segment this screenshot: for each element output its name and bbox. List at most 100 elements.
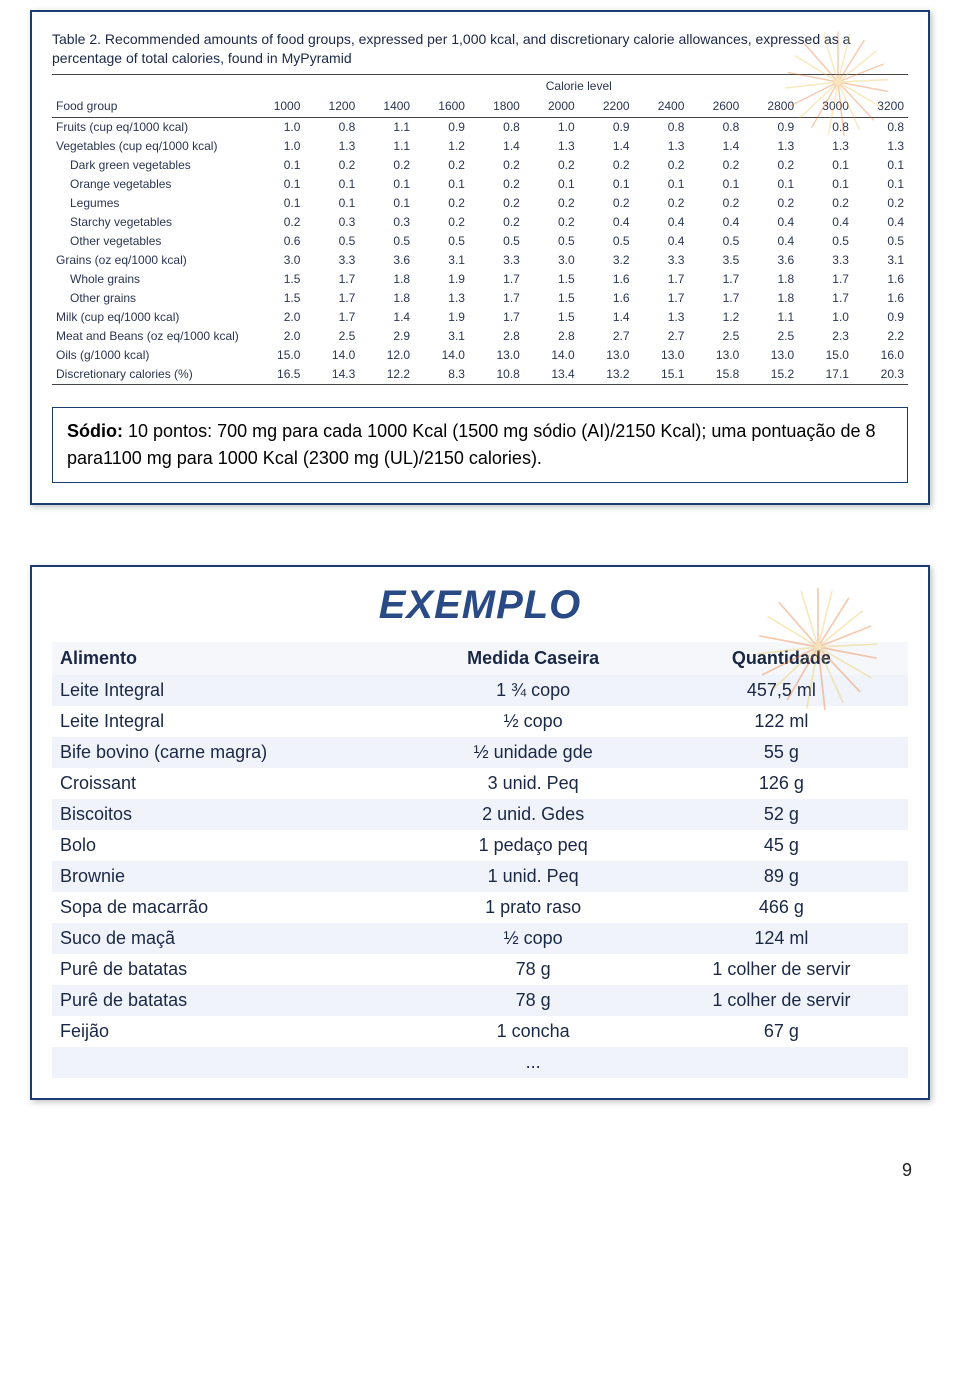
value-cell: 14.0 [524, 346, 579, 365]
table-row: Bife bovino (carne magra)½ unidade gde55… [52, 737, 908, 768]
value-cell: 1.3 [634, 308, 689, 327]
value-cell: 0.2 [250, 213, 305, 232]
table-row: Vegetables (cup eq/1000 kcal)1.01.31.11.… [52, 137, 908, 156]
calorie-level-col: 3200 [853, 95, 908, 118]
value-cell: 3.1 [853, 251, 908, 270]
value-cell: 0.2 [579, 156, 634, 175]
calorie-level-col: 2600 [688, 95, 743, 118]
value-cell: 15.2 [743, 365, 798, 385]
value-cell: ½ unidade gde [412, 737, 655, 768]
note-bold: Sódio: [67, 421, 128, 441]
value-cell: Biscoitos [52, 799, 412, 830]
value-cell: 1.7 [469, 308, 524, 327]
value-cell: 3.2 [579, 251, 634, 270]
calorie-level-col: 2200 [579, 95, 634, 118]
value-cell: 1.8 [359, 289, 414, 308]
value-cell: 124 ml [655, 923, 908, 954]
table-row: Brownie1 unid. Peq89 g [52, 861, 908, 892]
value-cell: 0.2 [524, 194, 579, 213]
value-cell: 0.1 [250, 175, 305, 194]
value-cell: 1 ¾ copo [412, 675, 655, 706]
value-cell: 1.0 [250, 137, 305, 156]
value-cell: 1.7 [469, 289, 524, 308]
value-cell: 1.7 [688, 289, 743, 308]
table-row: ... [52, 1047, 908, 1078]
value-cell: 1.6 [853, 270, 908, 289]
value-cell: 1 unid. Peq [412, 861, 655, 892]
value-cell: Suco de maçã [52, 923, 412, 954]
value-cell: 0.2 [743, 156, 798, 175]
value-cell: 0.2 [524, 156, 579, 175]
table-row: Bolo1 pedaço peq45 g [52, 830, 908, 861]
value-cell: 0.4 [688, 213, 743, 232]
value-cell: 0.5 [414, 232, 469, 251]
value-cell: 16.0 [853, 346, 908, 365]
value-cell: 0.5 [524, 232, 579, 251]
value-cell: 2.8 [469, 327, 524, 346]
value-cell [52, 1047, 412, 1078]
value-cell: 2.9 [359, 327, 414, 346]
value-cell: 0.1 [853, 175, 908, 194]
value-cell: 0.8 [304, 117, 359, 137]
table-row: Oils (g/1000 kcal)15.014.012.014.013.014… [52, 346, 908, 365]
value-cell: 1.7 [469, 270, 524, 289]
value-cell: 0.4 [634, 232, 689, 251]
value-cell: 17.1 [798, 365, 853, 385]
value-cell: 1.0 [250, 117, 305, 137]
value-cell: 457,5 ml [655, 675, 908, 706]
value-cell: Leite Integral [52, 675, 412, 706]
table-row: Other grains1.51.71.81.31.71.51.61.71.71… [52, 289, 908, 308]
note-text: 10 pontos: 700 mg para cada 1000 Kcal (1… [67, 421, 875, 468]
value-cell: 1.9 [414, 308, 469, 327]
value-cell: 0.1 [359, 194, 414, 213]
value-cell: 0.2 [469, 194, 524, 213]
value-cell [655, 1047, 908, 1078]
value-cell: 15.8 [688, 365, 743, 385]
value-cell: 1.9 [414, 270, 469, 289]
table-row: Leite Integral1 ¾ copo457,5 ml [52, 675, 908, 706]
value-cell: 2.5 [743, 327, 798, 346]
column-header: Medida Caseira [412, 642, 655, 675]
value-cell: 0.4 [798, 213, 853, 232]
calorie-level-col: 2800 [743, 95, 798, 118]
value-cell: 0.4 [743, 213, 798, 232]
value-cell: ... [412, 1047, 655, 1078]
value-cell: 126 g [655, 768, 908, 799]
value-cell: 14.3 [304, 365, 359, 385]
table-row: Suco de maçã½ copo124 ml [52, 923, 908, 954]
calorie-level-col: 2000 [524, 95, 579, 118]
value-cell: 1.8 [743, 270, 798, 289]
value-cell: 1 prato raso [412, 892, 655, 923]
foodgroup-label: Dark green vegetables [52, 156, 250, 175]
foodgroup-label: Orange vegetables [52, 175, 250, 194]
value-cell: 1.5 [250, 270, 305, 289]
value-cell: 3.0 [250, 251, 305, 270]
value-cell: 1.4 [579, 137, 634, 156]
value-cell: 1.7 [304, 270, 359, 289]
value-cell: 0.2 [579, 194, 634, 213]
table-row: Milk (cup eq/1000 kcal)2.01.71.41.91.71.… [52, 308, 908, 327]
foodgroup-label: Grains (oz eq/1000 kcal) [52, 251, 250, 270]
value-cell: 0.8 [634, 117, 689, 137]
table-row: Grains (oz eq/1000 kcal)3.03.33.63.13.33… [52, 251, 908, 270]
value-cell: 89 g [655, 861, 908, 892]
value-cell: 122 ml [655, 706, 908, 737]
value-cell: 1.3 [304, 137, 359, 156]
value-cell: 0.8 [853, 117, 908, 137]
exemplo-table: AlimentoMedida CaseiraQuantidade Leite I… [52, 642, 908, 1078]
value-cell: 3.3 [469, 251, 524, 270]
value-cell: 1.3 [743, 137, 798, 156]
calorie-level-label: Calorie level [250, 74, 908, 95]
value-cell: 15.0 [250, 346, 305, 365]
value-cell: 0.1 [798, 175, 853, 194]
value-cell: 1.7 [304, 289, 359, 308]
value-cell: 1 concha [412, 1016, 655, 1047]
table-row: Purê de batatas78 g1 colher de servir [52, 985, 908, 1016]
foodgroup-header: Food group [52, 95, 250, 118]
value-cell: 0.5 [304, 232, 359, 251]
value-cell: 1.3 [853, 137, 908, 156]
value-cell: 0.2 [359, 156, 414, 175]
table-row: Meat and Beans (oz eq/1000 kcal)2.02.52.… [52, 327, 908, 346]
value-cell: 52 g [655, 799, 908, 830]
value-cell: 1.3 [634, 137, 689, 156]
